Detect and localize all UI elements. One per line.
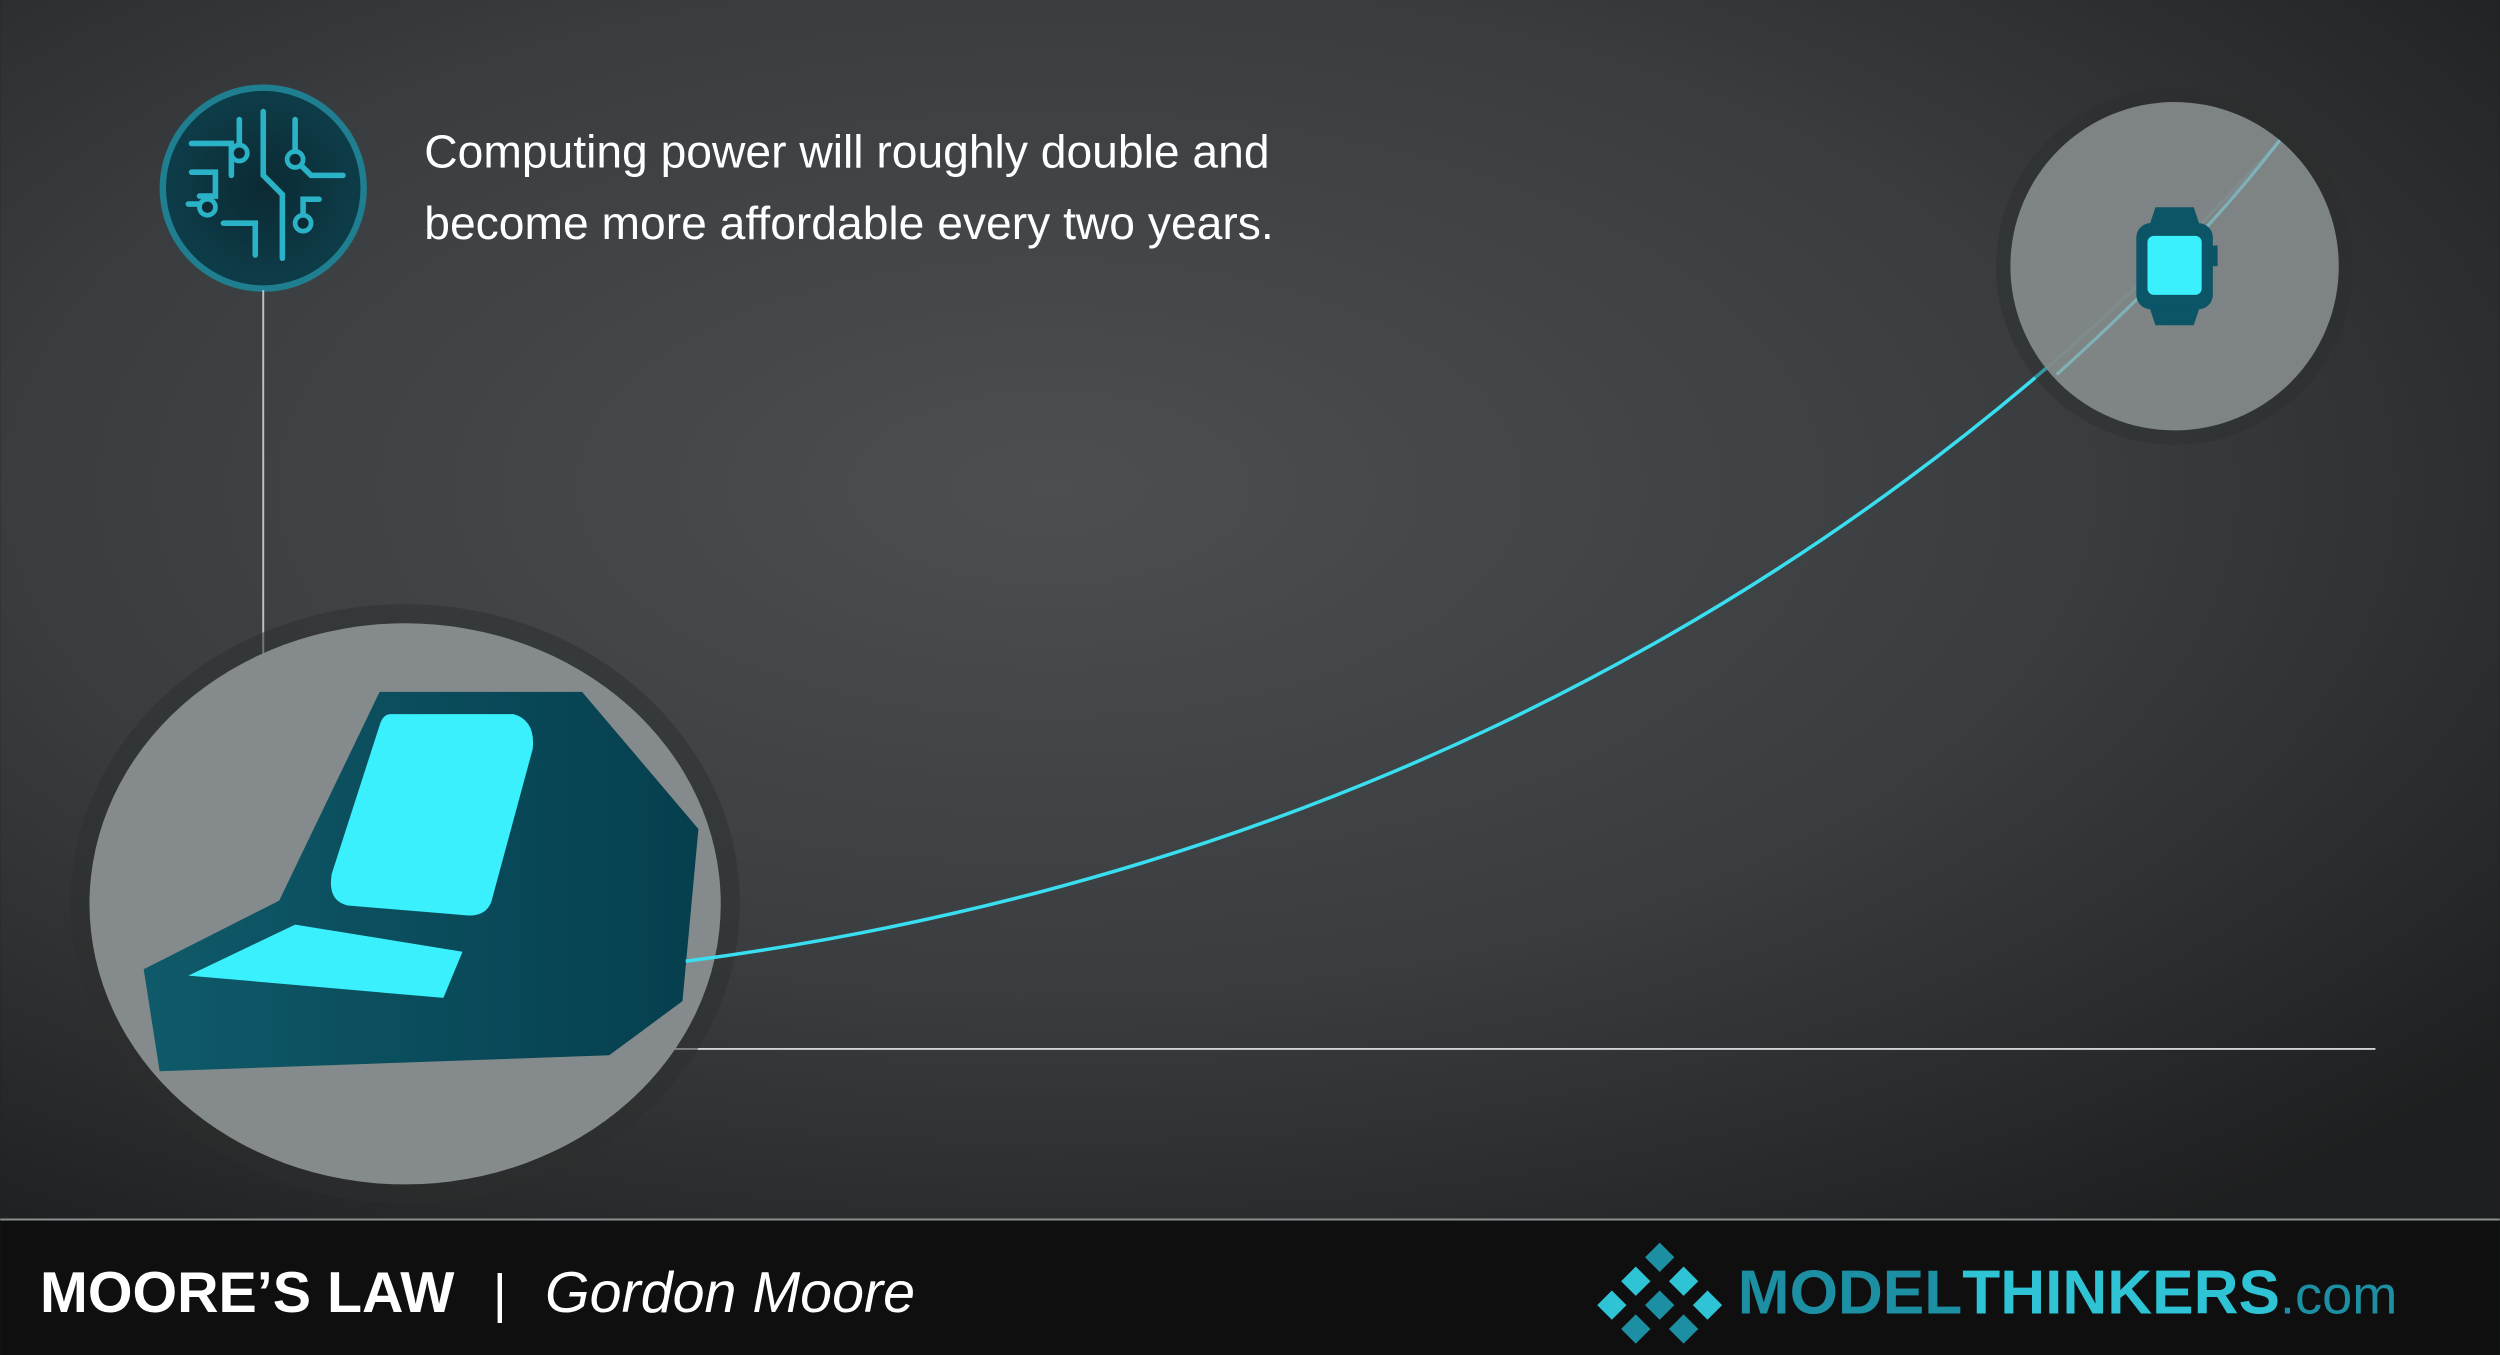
footer-separator: | [493, 1264, 507, 1324]
description: Computing power will roughly double and … [424, 125, 1282, 249]
brand-suffix: .com [2280, 1266, 2397, 1326]
brand-text: MODELTHINKERS.com [1738, 1259, 2398, 1328]
brand-thinkers: THINKERS [1962, 1259, 2280, 1328]
footer-text: MOORE’S LAW | Gordon Moore [40, 1261, 915, 1325]
watch-icon [2136, 207, 2218, 326]
footer [0, 1219, 2500, 1355]
brand-model: MODEL [1738, 1259, 1962, 1328]
brand-logo [1597, 1242, 1723, 1344]
laptop-icon [143, 691, 699, 1072]
description-line: become more affordable every two years. [424, 197, 1273, 249]
circuit-icon [159, 84, 367, 292]
description-line: Computing power will roughly double and [424, 125, 1269, 177]
footer-title: MOORE’S LAW [40, 1261, 455, 1325]
footer-author: Gordon Moore [545, 1261, 915, 1325]
